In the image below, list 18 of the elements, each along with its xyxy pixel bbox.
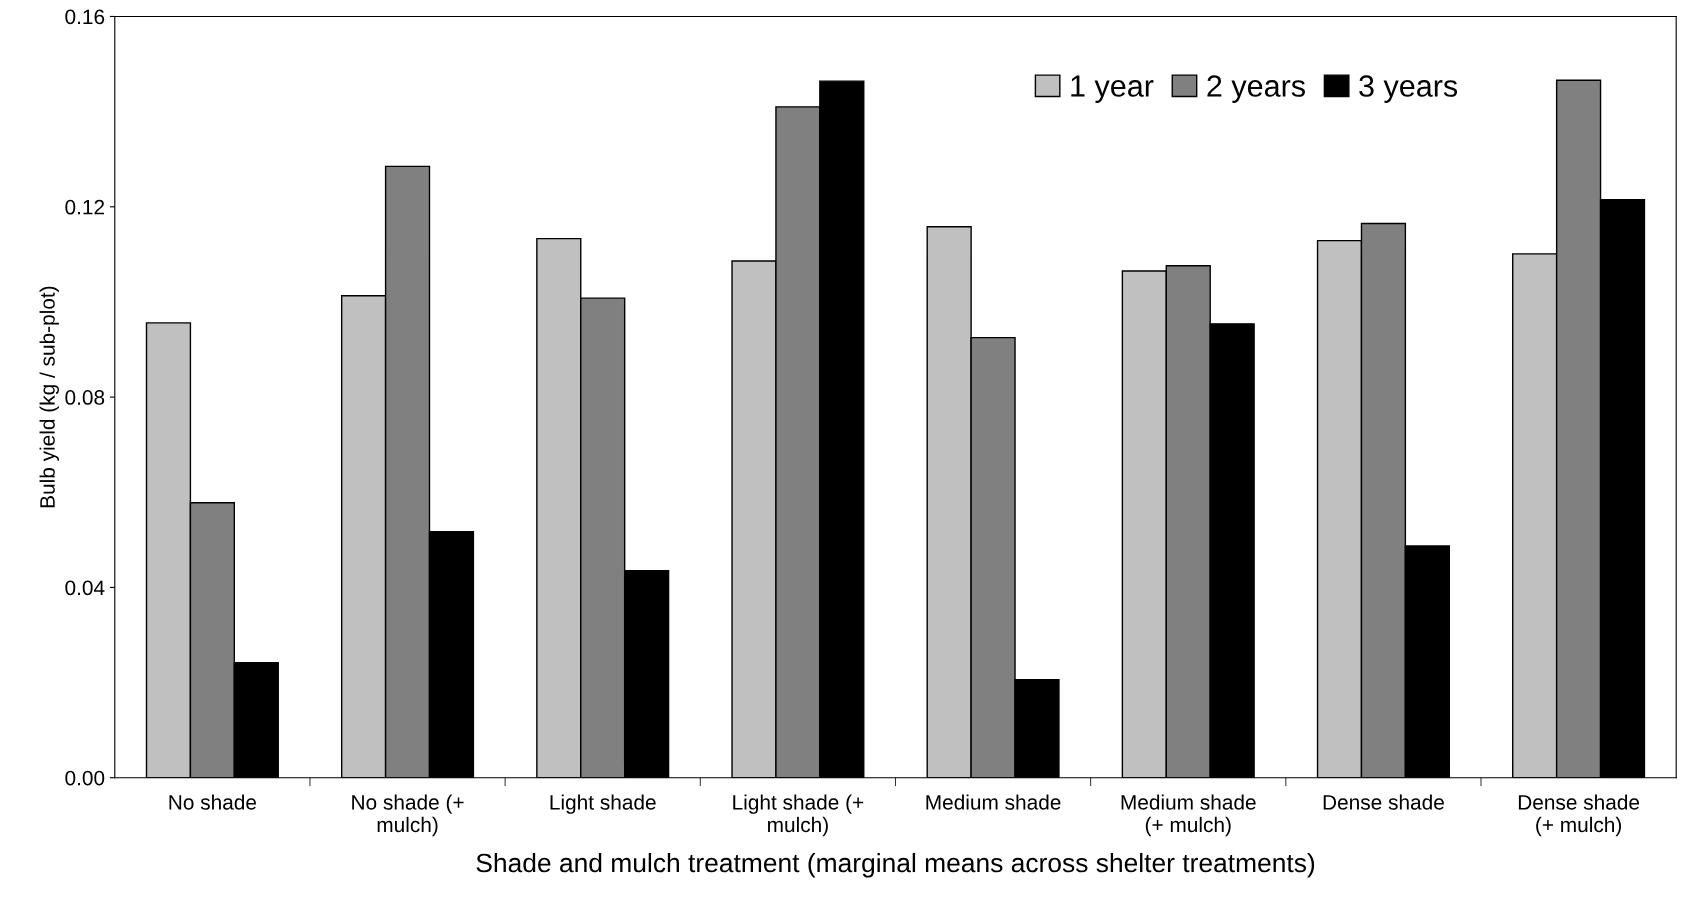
y-tick-label: 0.12 (65, 199, 105, 215)
y-tick-label: 0.00 (65, 770, 105, 786)
x-tick-label: Dense shade (1323, 794, 1444, 810)
y-tick-label: 0.04 (65, 580, 105, 596)
x-tick-label: Medium shade (926, 794, 1061, 810)
x-tick-label: No shade (+ mulch) (352, 794, 464, 837)
legend-label: 3 years (1359, 75, 1458, 103)
y-axis-title: Bulb yield (kg / sub-plot) (39, 286, 59, 508)
legend-label: 1 year (1071, 75, 1154, 103)
x-axis-title: Shade and mulch treatment (marginal means across shelter treatments) (476, 852, 1315, 878)
y-tick-label: 0.16 (65, 9, 105, 25)
x-tick-label: Light shade (+ mulch) (733, 794, 864, 837)
x-tick-label: No shade (169, 794, 257, 810)
x-tick-label: Light shade (550, 794, 656, 814)
x-tick-label: Medium shade (+ mulch) (1121, 794, 1256, 837)
legend-label: 2 years (1207, 75, 1305, 103)
x-tick-label: Dense shade (+ mulch) (1518, 794, 1640, 837)
y-tick-label: 0.08 (65, 390, 105, 405)
